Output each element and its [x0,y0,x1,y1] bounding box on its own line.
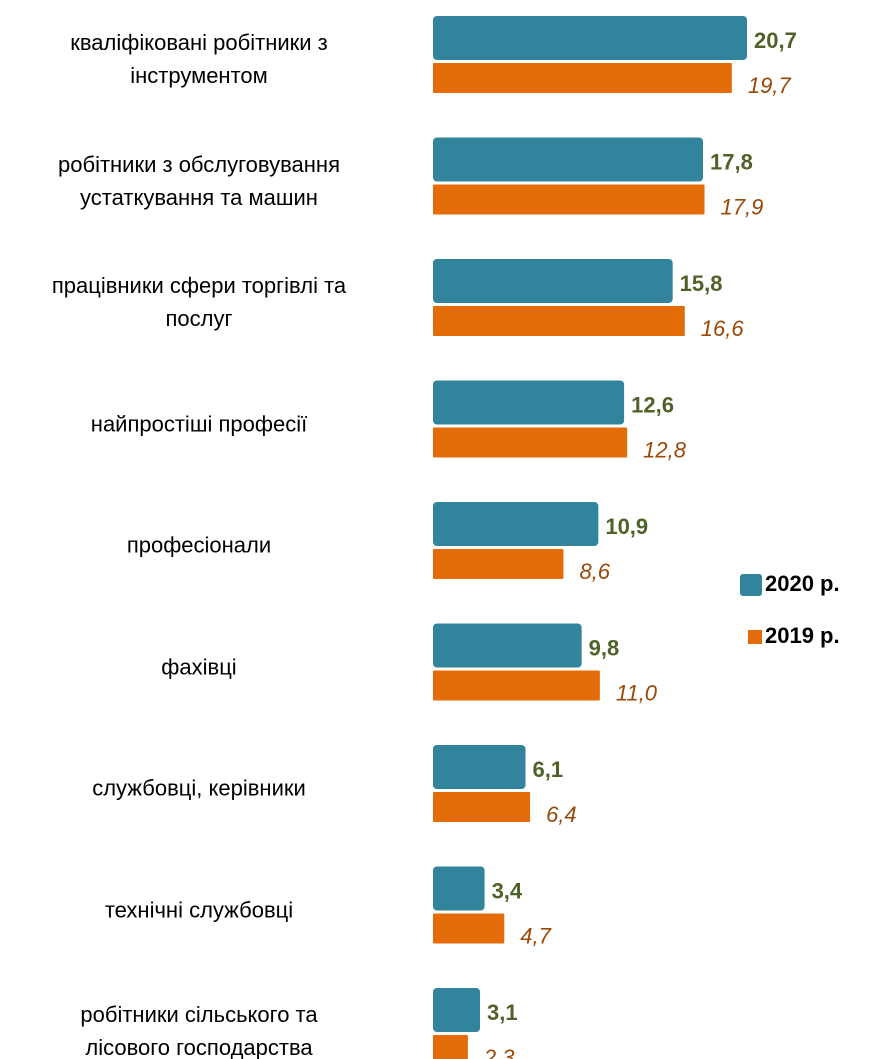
bar [433,137,704,182]
value-label: 16,6 [701,316,745,341]
legend-swatch [740,574,762,596]
value-label: 6,4 [546,802,577,827]
value-label: 3,4 [492,878,523,903]
bar [433,670,600,701]
bar [433,427,628,458]
legend-label: 2019 р. [765,623,840,648]
category-label: робітники сільського та лісового господа… [80,1002,318,1059]
bar [433,16,747,60]
value-label: 10,9 [605,514,648,539]
bar [433,380,625,425]
value-label: 17,9 [721,194,764,219]
legend-label: 2020 р. [765,571,840,596]
legend-swatch [748,630,762,644]
value-label: 15,8 [680,271,723,296]
value-label: 3,1 [487,1000,518,1025]
value-label: 9,8 [589,635,620,660]
value-label: 12,8 [643,437,687,462]
bar [433,792,531,822]
category-label: працівники сфери торгівлі та послуг [51,273,347,331]
category-label: професіонали [126,532,272,558]
value-label: 4,7 [520,923,551,948]
category-label: найпростіші професії [90,411,308,436]
value-label: 19,7 [748,73,792,98]
bar [433,913,505,944]
bar [433,866,485,911]
category-label: службовці, керівники [92,775,306,801]
bar [433,63,732,93]
category-label: технічні службовці [104,897,294,922]
bar [433,745,526,789]
bar [433,988,481,1032]
bar [433,502,599,546]
value-label: 8,6 [579,559,610,584]
value-label: 2,3 [483,1045,515,1059]
bar [433,184,705,215]
value-label: 12,6 [631,392,674,417]
value-label: 6,1 [533,757,564,782]
value-label: 17,8 [710,149,753,174]
category-label: фахівці [161,654,237,679]
bar [433,549,564,579]
category-label: кваліфіковані робітники з інструментом [70,30,328,88]
value-label: 20,7 [754,28,797,53]
bar [433,306,685,336]
bar [433,259,673,303]
bar [433,623,582,668]
bar [433,1035,468,1059]
category-label: робітники з обслуговування устаткування … [58,151,340,210]
value-label: 11,0 [616,680,658,705]
